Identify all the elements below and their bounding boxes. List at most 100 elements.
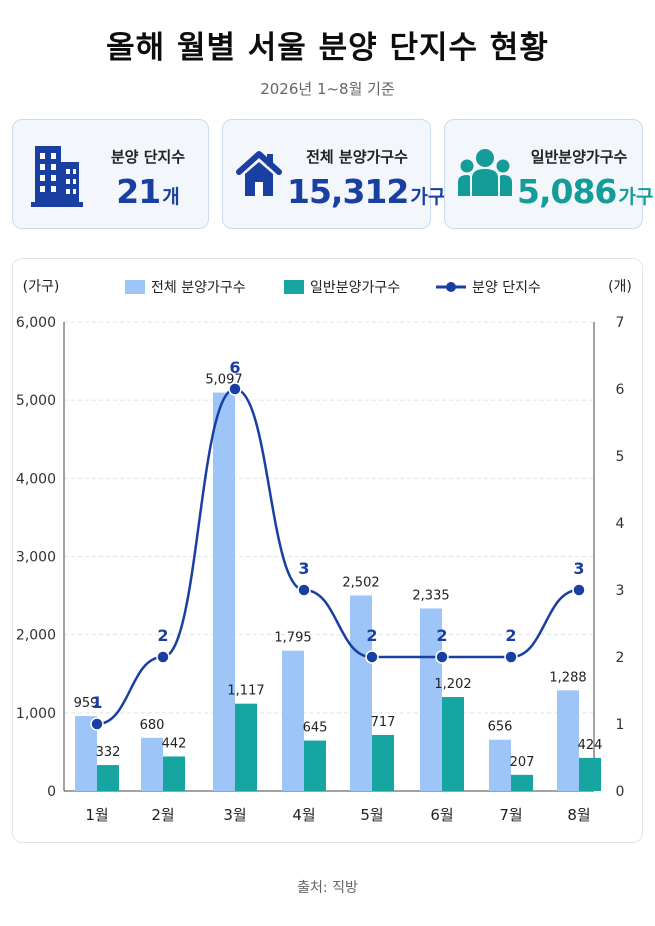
legend-swatch-general: [284, 280, 304, 294]
page-subtitle: 2026년 1~8월 기준: [260, 80, 395, 98]
stat-card-total-units: 전체 분양가구수 15,312 가구: [222, 119, 445, 229]
x-tick-label: 2월: [151, 806, 174, 824]
bar-total-label: 959: [74, 696, 99, 711]
card-number: 5,086: [517, 172, 617, 211]
line-point-label: 2: [436, 626, 447, 645]
y2-tick-label: 3: [616, 583, 625, 599]
bar-total: [75, 716, 97, 791]
bar-general: [511, 774, 533, 791]
line-point-label: 6: [229, 358, 240, 377]
bar-general-label: 1,117: [227, 684, 264, 699]
line-point: [435, 650, 449, 664]
x-tick-label: 4월: [292, 806, 315, 824]
card-unit: 개: [162, 186, 180, 208]
house-icon: [235, 148, 283, 204]
bar-general: [579, 757, 601, 791]
line-point: [156, 650, 170, 664]
y2-tick-label: 6: [616, 382, 625, 398]
y-axis-label: (가구): [23, 279, 60, 295]
bar-total-label: 1,288: [549, 670, 586, 685]
bar-general: [442, 697, 464, 791]
y2-tick-label: 7: [616, 315, 625, 331]
line-point: [504, 650, 518, 664]
legend-label-general: 일반분양가구수: [310, 280, 400, 296]
y2-tick-label: 5: [616, 449, 625, 465]
x-tick-label: 6월: [430, 806, 453, 824]
bar-general-label: 207: [510, 755, 535, 770]
y-tick-label: 6,000: [16, 315, 56, 331]
bar-total: [282, 650, 304, 791]
building-icon: [31, 142, 83, 212]
line-point: [297, 583, 311, 597]
bar-general: [304, 740, 326, 791]
bar-total: [213, 392, 235, 791]
y-tick-label: 1,000: [16, 706, 56, 722]
y-tick-label: 3,000: [16, 550, 56, 566]
stat-card-complexes: 분양 단지수 21 개: [12, 119, 209, 229]
line-point-label: 3: [298, 559, 309, 578]
legend-label-total: 전체 분양가구수: [151, 280, 246, 296]
bar-total: [141, 737, 163, 791]
card-number: 15,312: [287, 172, 409, 211]
y2-tick-label: 1: [616, 717, 625, 733]
source-note: 출처: 직방: [297, 880, 358, 896]
x-tick-label: 7월: [499, 806, 522, 824]
page-title: 올해 월별 서울 분양 단지수 현황: [106, 30, 549, 66]
line-point: [365, 650, 379, 664]
bar-general: [163, 756, 185, 791]
bar-general: [372, 734, 394, 791]
legend-marker-complexes: [446, 282, 456, 292]
y-tick-label: 0: [47, 784, 56, 800]
x-tick-label: 8월: [567, 806, 590, 824]
line-point-label: 2: [157, 626, 168, 645]
line-point: [90, 717, 104, 731]
y2-tick-label: 4: [616, 516, 625, 532]
card-value: 15,312 가구: [287, 172, 445, 211]
bar-general-label: 717: [371, 715, 396, 730]
bar-total-label: 1,795: [274, 631, 311, 646]
y-tick-label: 5,000: [16, 393, 56, 409]
bar-general-label: 645: [303, 721, 328, 736]
line-point-label: 2: [366, 626, 377, 645]
card-unit: 가구: [618, 186, 654, 208]
bar-general: [235, 703, 257, 791]
card-unit: 가구: [410, 186, 446, 208]
bar-total-label: 2,335: [412, 588, 449, 603]
legend-label-complexes: 분양 단지수: [472, 280, 541, 296]
y-tick-label: 4,000: [16, 471, 56, 487]
combo-chart: 0 1,000 2,000 3,000 4,000 5,000 6,000 0 1 2 3 4 5 6 7 (…: [16, 279, 632, 824]
bar-total-label: 2,502: [342, 575, 379, 590]
bar-general-label: 1,202: [434, 677, 471, 692]
y2-tick-label: 2: [616, 650, 625, 666]
bar-general-label: 424: [578, 738, 603, 753]
card-value: 21 개: [93, 172, 203, 211]
card-label: 일반분양가구수: [530, 148, 628, 166]
x-tick-label: 3월: [223, 806, 246, 824]
line-point-label: 1: [91, 693, 102, 712]
y-tick-label: 2,000: [16, 628, 56, 644]
bar-total-label: 656: [488, 720, 513, 735]
people-icon: [457, 146, 513, 206]
card-number: 21: [116, 172, 161, 211]
x-tick-label: 5월: [360, 806, 383, 824]
bar-total: [350, 595, 372, 791]
y2-axis-label: (개): [608, 279, 632, 295]
bar-total: [557, 690, 579, 791]
bar-general-label: 332: [96, 745, 121, 760]
bar-total: [489, 739, 511, 791]
card-value: 5,086 가구: [517, 172, 653, 211]
y2-tick-label: 0: [616, 784, 625, 800]
bar-total-label: 680: [140, 718, 165, 733]
card-label: 분양 단지수: [110, 148, 186, 166]
x-tick-label: 1월: [85, 806, 108, 824]
line-point-label: 3: [573, 559, 584, 578]
chart-panel: [12, 258, 643, 843]
bar-general: [97, 765, 119, 791]
line-point-label: 2: [505, 626, 516, 645]
legend-swatch-total: [125, 280, 145, 294]
line-point: [572, 583, 586, 597]
card-label: 전체 분양가구수: [306, 148, 408, 166]
stat-card-general-units: 일반분양가구수 5,086 가구: [444, 119, 653, 229]
line-point: [228, 382, 242, 396]
bar-general-label: 442: [162, 736, 187, 751]
